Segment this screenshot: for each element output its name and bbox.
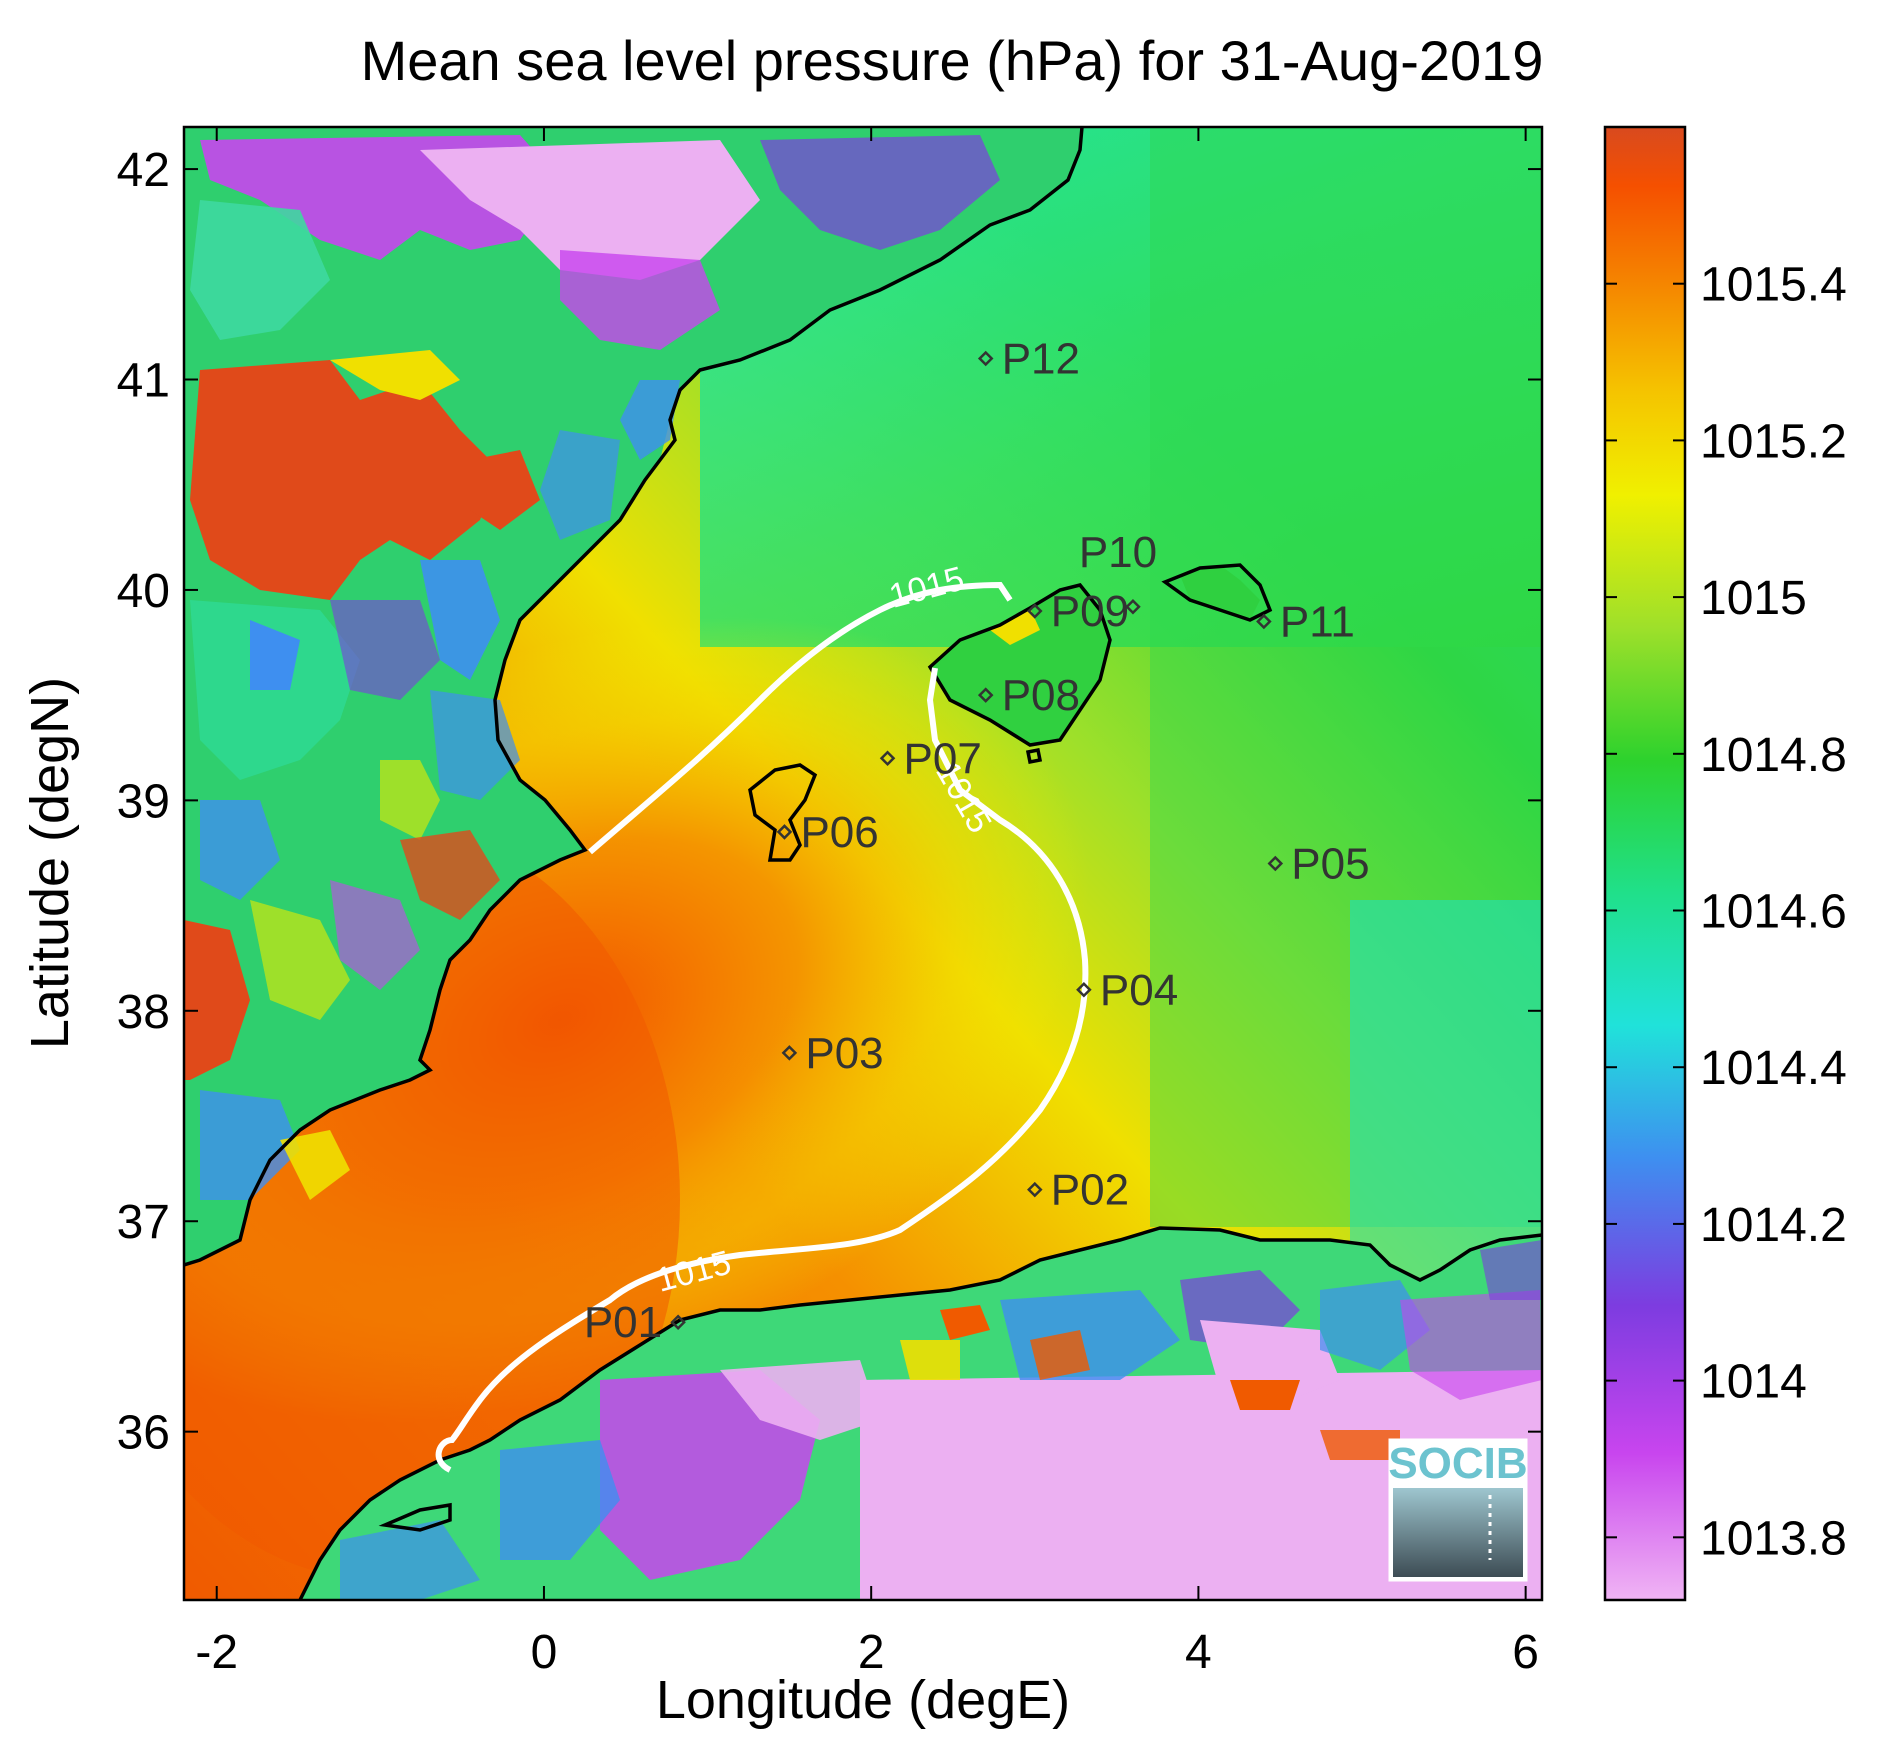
y-axis-label: Latitude (degN) bbox=[20, 677, 80, 1049]
station-marker bbox=[977, 687, 994, 703]
y-tick-label: 41 bbox=[117, 355, 170, 408]
logo-text: SOCIB bbox=[1388, 1439, 1527, 1488]
x-tick-label: 0 bbox=[531, 1626, 558, 1679]
mallorca-coastline bbox=[927, 583, 1112, 747]
y-tick-label: 42 bbox=[117, 144, 170, 197]
africa-coastline bbox=[298, 1226, 1542, 1600]
stations-layer: P01 P02 P03 P04 P05 P06 P07 P08 P09 P10 P11 P12 bbox=[584, 334, 1370, 1347]
x-tick-label: 6 bbox=[1512, 1626, 1539, 1679]
colorbar-tick-label: 1014.2 bbox=[1700, 1199, 1847, 1252]
station-label: P01 bbox=[584, 1298, 662, 1347]
station-label: P11 bbox=[1280, 598, 1355, 647]
station-marker bbox=[1027, 603, 1043, 619]
station-label: P08 bbox=[1002, 671, 1080, 720]
y-tick-label: 39 bbox=[117, 775, 170, 828]
chart-title: Mean sea level pressure (hPa) for 31-Aug… bbox=[360, 29, 1544, 92]
station-p07: P07 bbox=[879, 734, 982, 783]
colorbar: 1013.8 1014 1014.2 1014.4 1014.6 1014.8 1015 10… bbox=[1603, 125, 1847, 1602]
station-p10: P10 bbox=[1079, 528, 1157, 615]
colorbar-tick-label: 1014.4 bbox=[1700, 1042, 1847, 1095]
station-label: P12 bbox=[1002, 334, 1080, 383]
station-label: P03 bbox=[805, 1029, 883, 1078]
station-label: P06 bbox=[800, 808, 878, 857]
station-p05: P05 bbox=[1267, 840, 1370, 889]
station-marker bbox=[1256, 613, 1272, 630]
colorbar-tick-label: 1015.2 bbox=[1700, 415, 1847, 468]
station-label: P05 bbox=[1291, 840, 1369, 889]
station-label: P04 bbox=[1100, 966, 1178, 1015]
y-axis: 36 37 38 39 40 41 42 bbox=[117, 144, 1542, 1460]
x-tick-label: 4 bbox=[1185, 1626, 1212, 1679]
station-marker bbox=[1125, 599, 1141, 615]
cabrera-coastline bbox=[1025, 747, 1043, 765]
station-p06: P06 bbox=[776, 808, 879, 857]
y-tick-label: 40 bbox=[117, 565, 170, 618]
station-p01: P01 bbox=[584, 1298, 686, 1347]
iberia-coastline bbox=[184, 127, 1084, 1267]
colorbar-tick-label: 1014.6 bbox=[1700, 886, 1847, 939]
colorbar-tick-label: 1014 bbox=[1700, 1356, 1807, 1409]
station-marker bbox=[781, 1045, 798, 1061]
station-marker bbox=[879, 750, 896, 767]
ibiza-coastline bbox=[748, 763, 818, 862]
y-tick-label: 36 bbox=[117, 1407, 170, 1460]
station-p02: P02 bbox=[1027, 1166, 1129, 1215]
station-marker bbox=[776, 824, 793, 840]
y-tick-label: 37 bbox=[117, 1196, 170, 1249]
pressure-field bbox=[184, 127, 1542, 1600]
coastlines bbox=[184, 127, 1542, 1600]
colorbar-tick-label: 1015.4 bbox=[1700, 259, 1847, 312]
station-label: P09 bbox=[1051, 587, 1129, 636]
alboran-coastline bbox=[378, 1502, 452, 1532]
iberia-texture bbox=[184, 135, 1000, 1200]
x-axis-label: Longitude (degE) bbox=[656, 1670, 1070, 1730]
station-p11: P11 bbox=[1256, 598, 1355, 647]
station-label: P02 bbox=[1051, 1166, 1129, 1215]
station-p09: P09 bbox=[1027, 587, 1129, 636]
x-tick-label: 2 bbox=[858, 1626, 885, 1679]
station-p12: P12 bbox=[977, 334, 1080, 383]
colorbar-tick-label: 1014.8 bbox=[1700, 729, 1847, 782]
station-p03: P03 bbox=[781, 1029, 884, 1078]
colorbar-gradient bbox=[1603, 125, 1687, 1602]
africa-texture bbox=[340, 1240, 1542, 1600]
contour-line-1015 bbox=[435, 581, 1089, 1473]
colorbar-tick-label: 1015 bbox=[1700, 572, 1807, 625]
station-p08: P08 bbox=[977, 671, 1080, 720]
station-marker bbox=[977, 350, 994, 367]
x-tick-label: -2 bbox=[195, 1626, 238, 1679]
station-marker bbox=[1027, 1181, 1043, 1198]
station-marker bbox=[1076, 981, 1092, 998]
socib-logo: SOCIB bbox=[1388, 1438, 1528, 1582]
x-axis: -2 0 2 4 6 bbox=[195, 127, 1539, 1679]
station-marker bbox=[1267, 855, 1284, 872]
station-label: P10 bbox=[1079, 528, 1157, 577]
station-p04: P04 bbox=[1076, 966, 1178, 1015]
station-marker bbox=[670, 1314, 686, 1330]
station-label: P07 bbox=[904, 734, 982, 783]
menorca-coastline bbox=[1161, 563, 1273, 622]
plot-frame bbox=[182, 125, 1544, 1602]
colorbar-tick-label: 1013.8 bbox=[1700, 1512, 1847, 1565]
y-tick-label: 38 bbox=[117, 986, 170, 1039]
